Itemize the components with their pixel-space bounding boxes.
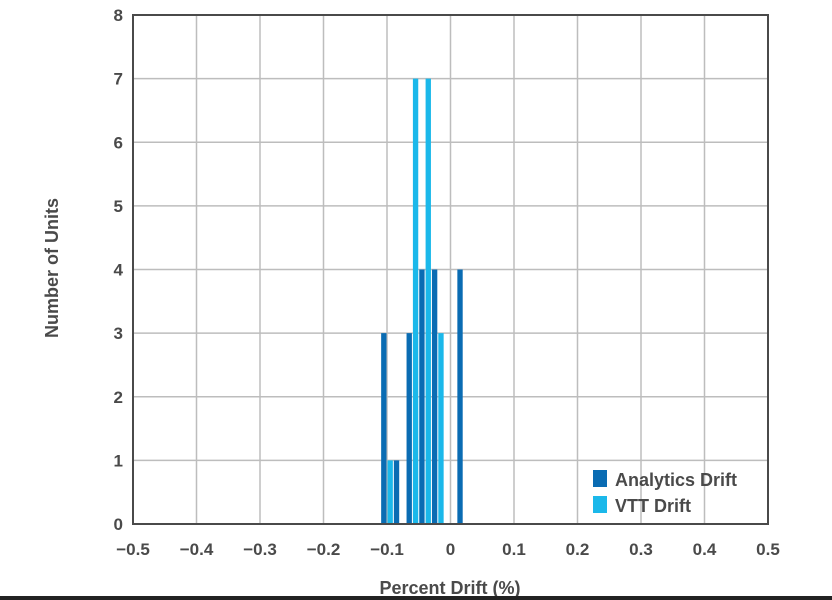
x-tick-label: −0.4	[180, 540, 214, 559]
bar-analytics-drift	[431, 269, 438, 524]
legend-label-analytics-drift: Analytics Drift	[615, 470, 737, 490]
bars	[381, 78, 463, 524]
y-tick-label: 6	[114, 133, 123, 152]
y-tick-label: 1	[114, 451, 123, 470]
legend-swatch-vtt-drift	[593, 496, 607, 513]
bottom-rule	[0, 596, 832, 600]
x-axis-title: Percent Drift (%)	[379, 578, 520, 598]
x-tick-label: −0.3	[243, 540, 277, 559]
x-tick-label: −0.2	[307, 540, 341, 559]
x-tick-label: 0.2	[566, 540, 590, 559]
bar-analytics-drift	[381, 333, 387, 524]
y-tick-label: 0	[114, 515, 123, 534]
legend-swatch-analytics-drift	[593, 470, 607, 487]
bar-vtt-drift	[412, 78, 419, 524]
y-axis-title: Number of Units	[42, 198, 62, 338]
bar-analytics-drift	[406, 333, 412, 524]
grid-lines	[133, 15, 768, 524]
x-tick-label: −0.5	[116, 540, 150, 559]
legend: Analytics Drift VTT Drift	[593, 470, 737, 516]
y-tick-label: 3	[114, 324, 123, 343]
y-tick-label: 4	[114, 261, 124, 280]
x-tick-labels: −0.5 −0.4 −0.3 −0.2 −0.1 0 0.1 0.2 0.3 0.4 0.5	[116, 540, 780, 559]
bar-analytics-drift	[393, 460, 400, 524]
x-tick-label: 0.1	[502, 540, 526, 559]
y-tick-label: 5	[114, 197, 123, 216]
bar-analytics-drift	[419, 269, 425, 524]
bar-vtt-drift	[425, 78, 431, 524]
y-tick-label: 8	[114, 6, 123, 25]
y-tick-label: 7	[114, 70, 123, 89]
bar-analytics-drift	[457, 269, 463, 524]
y-tick-labels: 0 1 2 3 4 5 6 7 8	[114, 6, 124, 534]
x-tick-label: 0.5	[756, 540, 780, 559]
x-tick-label: 0.3	[629, 540, 653, 559]
bar-vtt-drift	[387, 460, 393, 524]
x-tick-label: 0	[446, 540, 455, 559]
y-tick-label: 2	[114, 388, 123, 407]
legend-label-vtt-drift: VTT Drift	[615, 496, 691, 516]
x-tick-label: 0.4	[693, 540, 717, 559]
x-tick-label: −0.1	[370, 540, 404, 559]
plot-frame	[132, 14, 769, 525]
bar-vtt-drift	[438, 333, 444, 524]
